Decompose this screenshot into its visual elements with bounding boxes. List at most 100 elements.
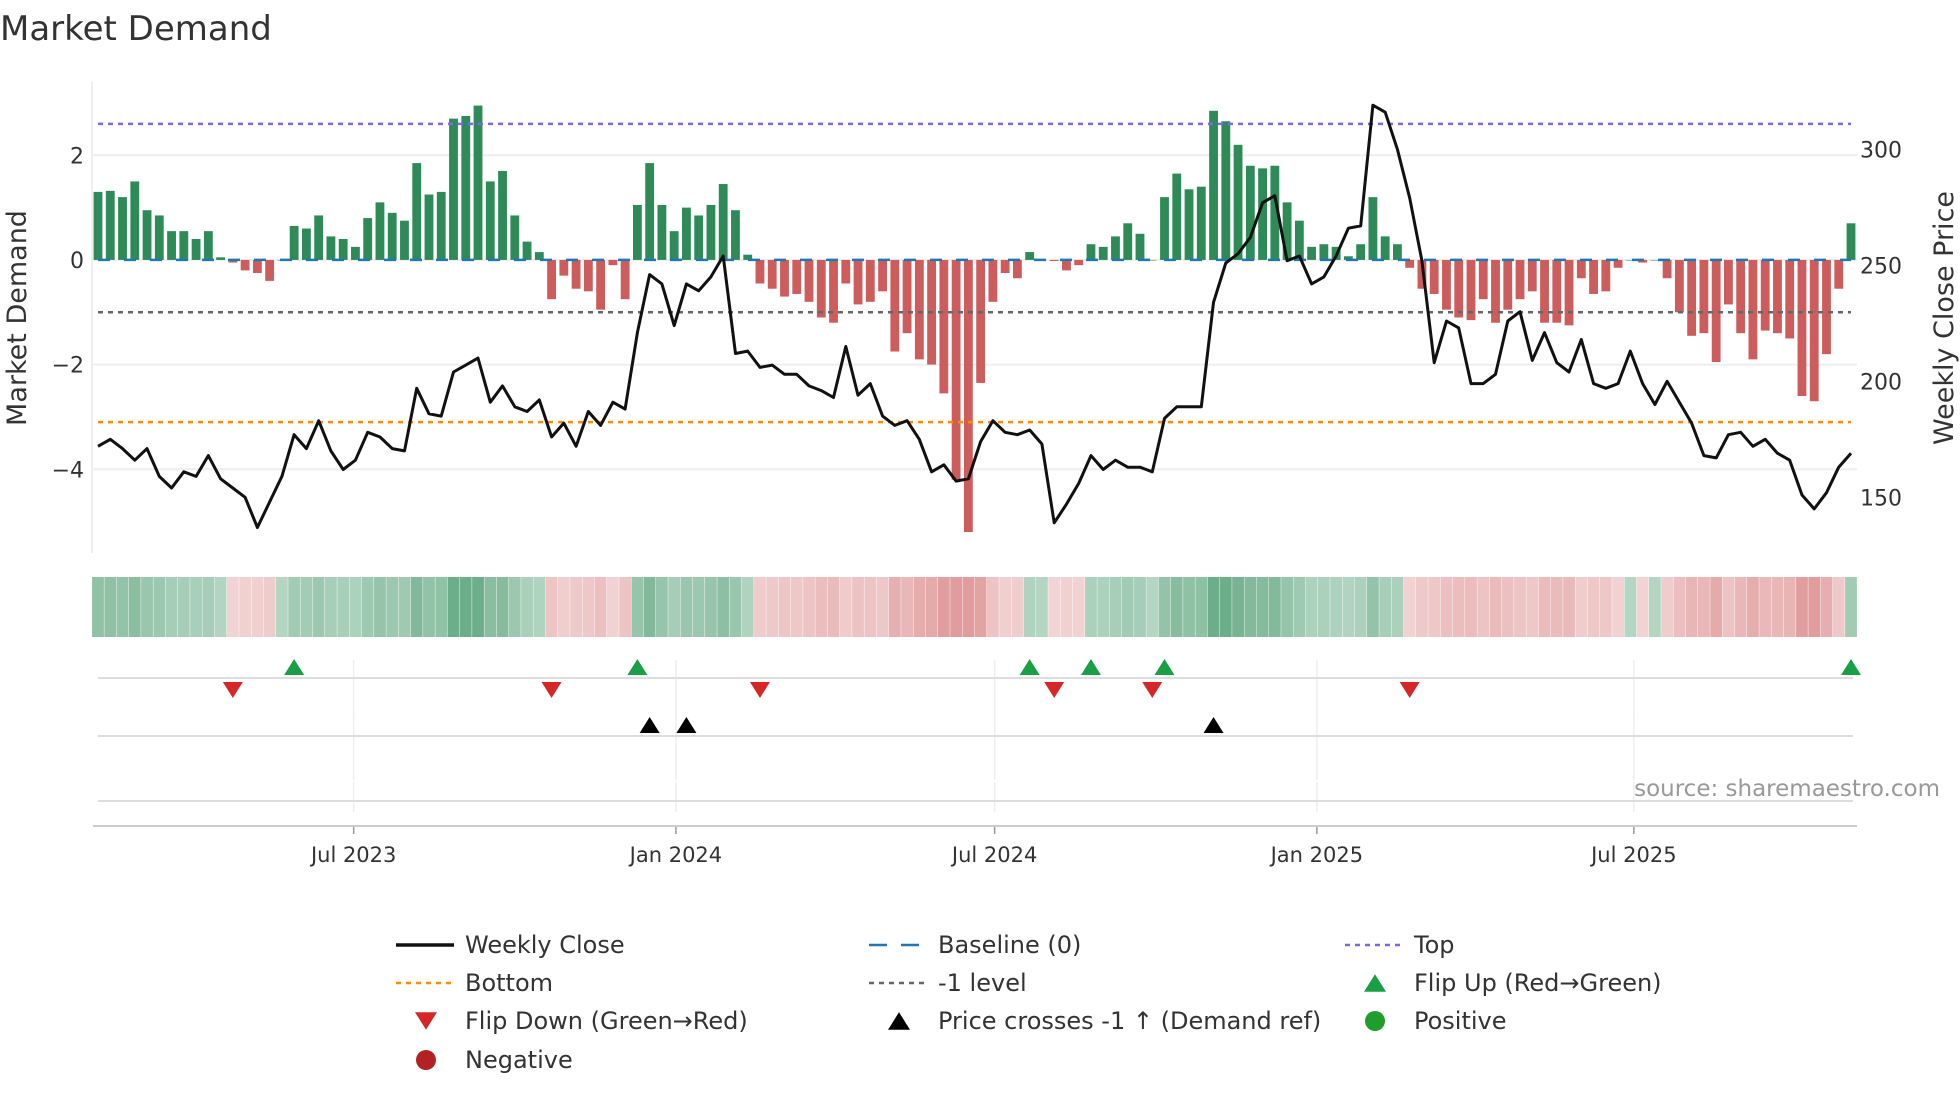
heatmap-cell <box>741 577 754 637</box>
heatmap-cell <box>631 577 644 637</box>
demand-bar <box>1123 223 1133 260</box>
heatmap-cell <box>521 577 533 637</box>
heatmap-cell <box>1477 577 1490 637</box>
heatmap-cell <box>937 577 950 637</box>
heatmap-cell <box>251 577 264 637</box>
demand-bar <box>400 220 409 260</box>
demand-bar <box>583 259 593 292</box>
demand-bar <box>1613 259 1623 268</box>
legend-price-crosses-1-demand-ref-label: Price crosses -1 ↑ (Demand ref) <box>938 1007 1321 1035</box>
y-axis-label: Market Demand <box>2 210 33 426</box>
flip-down-marker <box>541 682 562 698</box>
heatmap-cell <box>876 577 889 637</box>
demand-bar <box>1074 259 1084 266</box>
flip-down-marker <box>222 682 243 698</box>
demand-bar <box>559 259 569 276</box>
demand-bar <box>547 259 556 300</box>
demand-bar <box>265 259 275 281</box>
demand-bar <box>1184 189 1194 260</box>
demand-bar <box>1723 259 1733 305</box>
demand-bar <box>1625 259 1635 261</box>
demand-bar <box>939 259 949 394</box>
demand-bar <box>1748 259 1758 360</box>
demand-bar <box>1552 259 1562 323</box>
heatmap-cell <box>1366 577 1379 637</box>
heatmap-cell <box>901 577 913 637</box>
demand-bar <box>179 231 189 260</box>
demand-bar <box>167 231 176 260</box>
demand-bar <box>596 259 606 310</box>
heatmap-cell <box>1673 577 1686 637</box>
demand-bar <box>1736 259 1746 334</box>
demand-bar <box>1576 259 1586 279</box>
demand-bar <box>816 259 826 318</box>
demand-bar <box>731 210 740 260</box>
demand-bar <box>1380 236 1390 260</box>
legend-flip-down-green-red-label: Flip Down (Green→Red) <box>465 1007 748 1035</box>
heatmap-cell <box>374 577 386 637</box>
demand-bar <box>1699 259 1709 334</box>
demand-bar <box>853 259 863 305</box>
demand-bar <box>449 118 458 260</box>
chart-title: Market Demand <box>0 9 272 49</box>
heatmap-cell <box>1489 577 1502 637</box>
heatmap-cell <box>974 577 987 637</box>
heatmap-cell <box>913 577 926 637</box>
heatmap-cell <box>680 577 693 637</box>
demand-bar <box>1221 121 1231 260</box>
heatmap-cell <box>1011 577 1024 637</box>
y-tick-label: −2 <box>52 354 84 379</box>
heatmap-cell <box>1305 577 1318 637</box>
heatmap-cell <box>582 577 595 637</box>
heatmap-cell <box>1268 577 1281 637</box>
demand-bar <box>718 184 728 260</box>
demand-bar <box>608 259 618 266</box>
y2-tick-label: 300 <box>1860 138 1902 163</box>
heatmap-cell <box>349 577 362 637</box>
x-tick-label: Jul 2024 <box>950 843 1037 867</box>
heatmap-cell <box>1759 577 1772 637</box>
demand-bar <box>363 218 373 260</box>
demand-bar <box>767 259 777 289</box>
demand-bar <box>1196 186 1206 260</box>
heatmap-cell <box>754 577 766 637</box>
heatmap-cell <box>815 577 828 637</box>
heatmap-cell <box>717 577 730 637</box>
demand-bar <box>682 207 691 260</box>
price-cross-marker <box>639 717 660 733</box>
demand-bar <box>951 259 961 480</box>
heatmap-cell <box>1538 577 1551 637</box>
legend-negative-icon <box>416 1050 436 1070</box>
heatmap-cell <box>226 577 239 637</box>
demand-bar <box>1564 259 1574 326</box>
demand-bar <box>1589 259 1598 294</box>
legend-flip-up-red-green-icon <box>1364 974 1386 992</box>
y2-axis-label: Weekly Close Price <box>1929 191 1960 445</box>
heatmap-cell <box>1244 577 1257 637</box>
heatmap-cell <box>398 577 411 637</box>
heatmap-cell <box>1060 577 1073 637</box>
demand-bar <box>1454 259 1464 318</box>
heatmap-cell <box>410 577 423 637</box>
heatmap-cell <box>141 577 153 637</box>
demand-bar <box>1809 259 1819 402</box>
demand-bar <box>829 259 838 323</box>
heatmap-cell <box>1710 577 1723 637</box>
heatmap-cell <box>1354 577 1367 637</box>
heatmap-cell <box>778 577 791 637</box>
demand-bar <box>1270 165 1280 260</box>
heatmap-cell <box>1317 577 1330 637</box>
demand-bar <box>1258 168 1267 260</box>
demand-bar <box>351 246 360 260</box>
weekly-close-line <box>97 103 1853 529</box>
heatmap-cell <box>92 577 104 637</box>
heatmap-cell <box>177 577 190 637</box>
demand-bar <box>461 116 471 260</box>
y2-tick-label: 150 <box>1860 486 1902 511</box>
heatmap-cell <box>705 577 717 637</box>
demand-bar <box>1540 259 1549 323</box>
demand-bar <box>694 215 704 260</box>
flip-up-marker <box>1841 659 1861 675</box>
demand-bar <box>780 259 789 297</box>
demand-bar <box>1049 259 1059 261</box>
